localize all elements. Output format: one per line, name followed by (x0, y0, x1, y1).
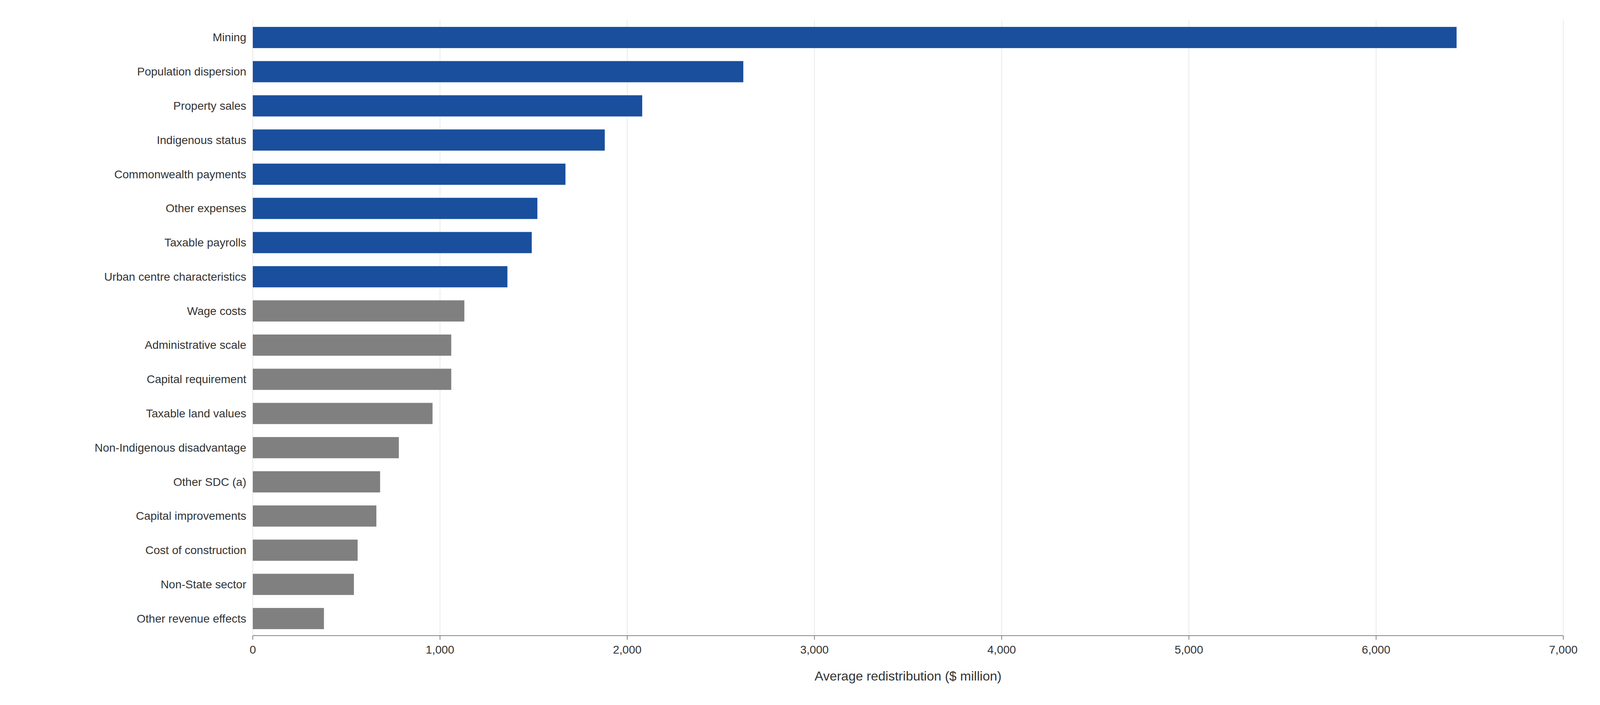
category-label: Population dispersion (137, 65, 247, 78)
category-label: Non-State sector (160, 577, 247, 591)
bar (252, 539, 358, 561)
category-label: Other SDC (a) (173, 475, 247, 489)
bar (252, 232, 532, 254)
bar (252, 163, 566, 185)
bar (252, 368, 452, 390)
tick-mark (1188, 635, 1190, 640)
tick-label: 1,000 (425, 643, 455, 656)
category-label: Administrative scale (144, 338, 247, 352)
tick-label: 5,000 (1174, 643, 1204, 656)
category-label: Non-Indigenous disadvantage (94, 441, 247, 454)
bar (252, 95, 643, 117)
tick-mark (252, 635, 254, 640)
category-label: Wage costs (187, 304, 247, 318)
category-label: Mining (212, 30, 247, 44)
category-label: Capital improvements (135, 509, 247, 522)
tick-mark (1375, 635, 1377, 640)
x-axis: 0 1,000 2,000 3,000 4,000 5,000 6,000 7,000 (249, 635, 1578, 656)
tick-label: 0 (249, 643, 257, 656)
bar (252, 573, 354, 595)
bar (252, 470, 381, 493)
tick-label: 7,000 (1549, 643, 1578, 656)
bar (252, 265, 508, 288)
category-label: Urban centre characteristics (103, 270, 247, 283)
category-label: Indigenous status (156, 133, 247, 147)
category-label: Taxable land values (145, 406, 247, 420)
tick-mark (439, 635, 441, 640)
tick-label: 4,000 (987, 643, 1017, 656)
y-axis: Mining Population dispersion Property sale… (94, 30, 247, 625)
category-label: Cost of construction (145, 543, 247, 557)
chart: 0 1,000 2,000 3,000 4,000 5,000 6,000 7,000 Aver… (0, 0, 1600, 705)
bar (252, 402, 433, 424)
axis-label: Average redistribution ($ million) (814, 668, 1002, 683)
grid-line (1001, 20, 1003, 636)
category-label: Property sales (173, 99, 247, 113)
tick-mark (1001, 635, 1003, 640)
category-label: Commonwealth payments (114, 167, 247, 181)
tick-label: 3,000 (800, 643, 829, 656)
tick-label: 2,000 (612, 643, 642, 656)
bar (252, 61, 744, 83)
grid-line (1375, 20, 1377, 636)
grid-line (1562, 20, 1564, 636)
bar (252, 197, 538, 219)
bar (252, 129, 605, 151)
grid-line (814, 20, 816, 636)
bar (252, 505, 377, 527)
category-label: Taxable payrolls (164, 236, 247, 249)
bar (252, 300, 465, 322)
category-label: Other revenue effects (136, 612, 247, 625)
grid-line (1188, 20, 1190, 636)
axis-line (252, 634, 1564, 636)
bar (252, 607, 324, 629)
tick-mark (627, 635, 628, 640)
bars (252, 26, 1457, 629)
bar (252, 26, 1457, 49)
bar (252, 436, 399, 458)
bar (252, 334, 452, 356)
tick-mark (814, 635, 816, 640)
tick-mark (1562, 635, 1564, 640)
grid (252, 20, 1564, 636)
category-label: Capital requirement (146, 372, 247, 386)
tick-label: 6,000 (1361, 643, 1391, 656)
category-label: Other expenses (165, 201, 247, 215)
